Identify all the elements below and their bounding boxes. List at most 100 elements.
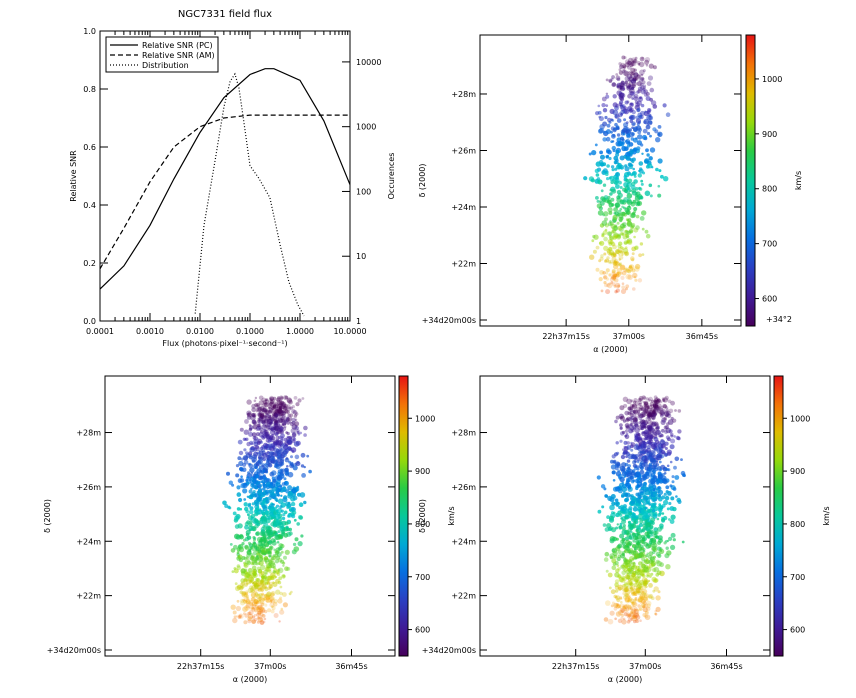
velocity-point — [269, 596, 274, 601]
velocity-point — [250, 577, 255, 582]
velocity-point — [280, 436, 284, 440]
velocity-point — [246, 441, 251, 447]
velocity-point — [275, 397, 281, 403]
velocity-point — [243, 582, 248, 587]
velocity-point — [603, 557, 609, 562]
velocity-point — [637, 583, 643, 589]
velocity-point — [257, 610, 262, 616]
velocity-point — [308, 469, 312, 474]
velocity-point — [644, 448, 649, 453]
velocity-point — [287, 446, 292, 451]
velocity-point — [255, 432, 260, 437]
velocity-point — [261, 504, 267, 509]
velocity-point — [655, 404, 658, 408]
velocity-point — [273, 413, 277, 416]
velocity-point — [242, 598, 246, 602]
velocity-point — [277, 567, 284, 574]
velocity-point — [643, 580, 648, 585]
velocity-point — [243, 498, 247, 501]
velocity-point — [630, 513, 636, 519]
velocity-point — [282, 574, 286, 578]
velocity-point — [634, 515, 639, 520]
velocity-point — [624, 287, 628, 291]
velocity-point — [655, 606, 661, 613]
velocity-point — [633, 591, 638, 597]
velocity-point — [591, 150, 597, 156]
velocity-point — [628, 585, 632, 589]
velocity-point — [625, 492, 631, 498]
velocity-point — [641, 57, 644, 60]
velocity-point — [649, 134, 652, 138]
velocity-point — [629, 586, 634, 590]
velocity-point — [611, 119, 615, 122]
velocity-point — [240, 600, 245, 606]
velocity-point — [233, 518, 239, 523]
velocity-point — [247, 412, 250, 416]
velocity-point — [632, 614, 637, 619]
velocity-point — [638, 402, 642, 406]
velocity-point — [251, 604, 257, 610]
velocity-point — [246, 601, 249, 604]
velocity-point — [614, 585, 619, 590]
velocity-point — [257, 597, 262, 602]
velocity-point — [264, 566, 270, 572]
velocity-point — [270, 555, 277, 561]
velocity-point — [257, 406, 263, 412]
velocity-point — [613, 607, 618, 611]
velocity-point — [594, 168, 600, 174]
velocity-point — [646, 445, 651, 450]
velocity-point — [255, 594, 261, 599]
velocity-point — [664, 468, 668, 471]
velocity-point — [602, 121, 608, 127]
velocity-point — [285, 404, 291, 410]
velocity-point — [638, 416, 642, 421]
map-y-tick-label: +28m — [451, 90, 476, 99]
velocity-point — [616, 603, 620, 606]
velocity-point — [249, 454, 253, 458]
velocity-point — [258, 421, 262, 424]
velocity-point — [631, 252, 635, 256]
velocity-point — [245, 603, 251, 609]
velocity-point — [268, 416, 273, 421]
velocity-point — [610, 589, 616, 595]
velocity-point — [628, 57, 633, 63]
velocity-point — [275, 490, 280, 495]
velocity-point — [605, 271, 609, 275]
velocity-point — [264, 424, 268, 427]
velocity-point — [609, 538, 615, 544]
velocity-point — [653, 395, 658, 400]
velocity-point — [614, 114, 618, 118]
velocity-point — [672, 506, 677, 512]
velocity-point — [287, 514, 291, 518]
velocity-point — [631, 429, 635, 433]
velocity-point — [648, 404, 653, 410]
velocity-point — [227, 505, 231, 509]
velocity-point — [629, 611, 634, 615]
velocity-point — [650, 404, 654, 408]
velocity-point — [274, 414, 279, 418]
velocity-point — [648, 183, 653, 188]
x-tick-label: 10.0000 — [333, 327, 366, 336]
velocity-point — [286, 465, 289, 468]
velocity-point — [627, 617, 633, 622]
velocity-point — [625, 284, 630, 289]
velocity-point — [272, 396, 277, 401]
velocity-point — [650, 412, 655, 417]
velocity-point — [249, 585, 254, 590]
velocity-point — [634, 553, 640, 559]
velocity-point — [632, 561, 636, 565]
velocity-point — [631, 615, 635, 620]
velocity-point — [657, 513, 661, 517]
velocity-point — [253, 583, 258, 587]
velocity-point — [261, 408, 268, 414]
velocity-point — [296, 522, 301, 526]
velocity-point — [598, 277, 603, 282]
velocity-point — [654, 397, 658, 402]
velocity-point — [269, 416, 275, 422]
velocity-point — [295, 412, 299, 416]
velocity-point — [604, 527, 610, 532]
velocity-point — [665, 564, 671, 570]
velocity-point — [269, 581, 273, 586]
